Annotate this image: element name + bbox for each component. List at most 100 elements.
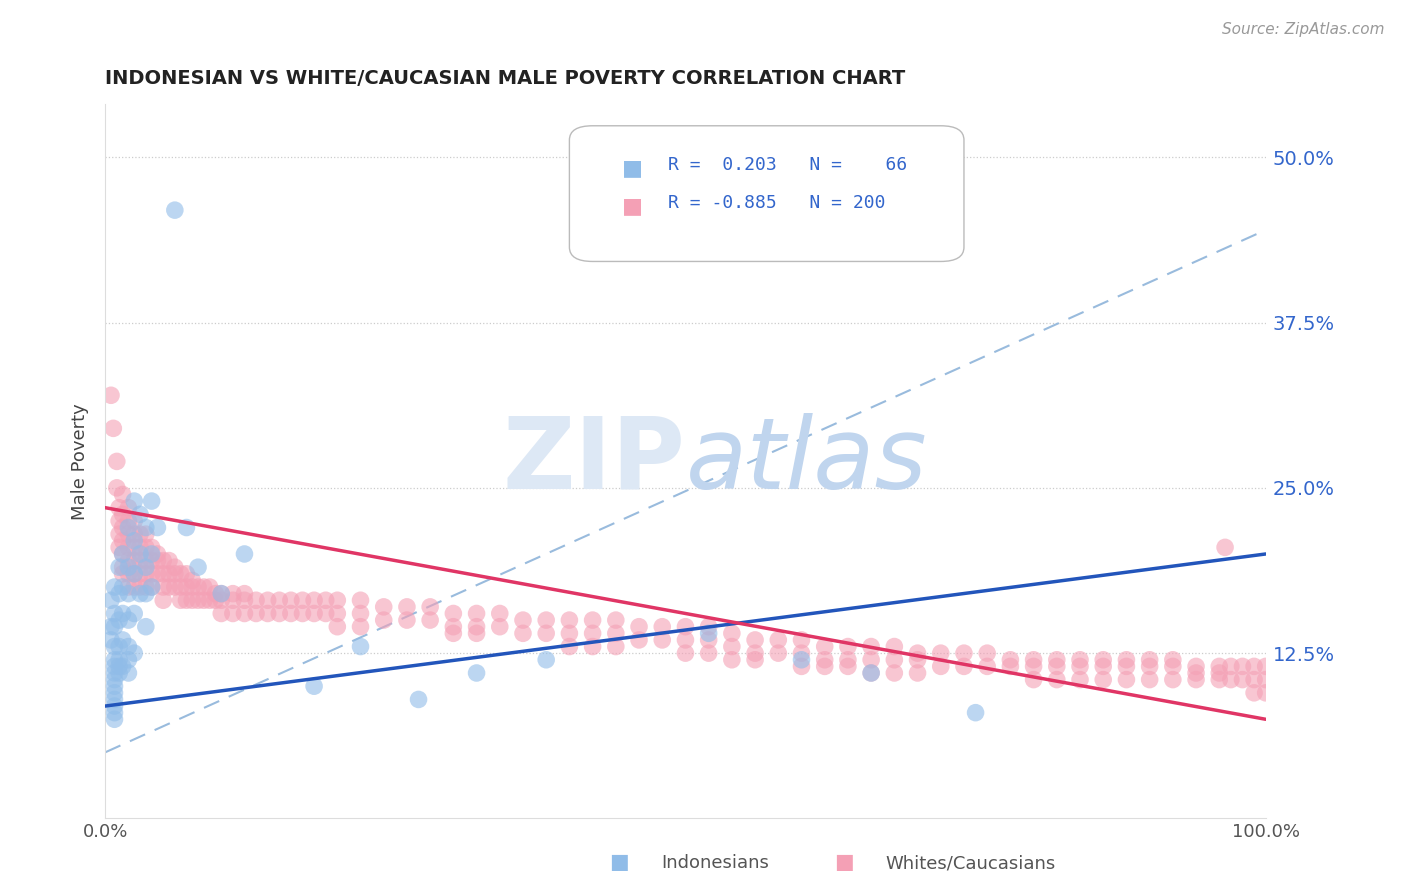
Point	[169, 566, 191, 581]
Point	[117, 520, 139, 534]
Point	[744, 653, 766, 667]
Point	[146, 553, 169, 567]
Point	[209, 593, 232, 607]
Point	[122, 580, 145, 594]
Point	[744, 646, 766, 660]
Point	[1243, 659, 1265, 673]
Point	[176, 580, 198, 594]
Point	[108, 527, 131, 541]
Point	[768, 632, 790, 647]
Point	[395, 599, 418, 614]
Point	[111, 547, 134, 561]
Point	[1243, 686, 1265, 700]
Point	[146, 520, 169, 534]
Point	[163, 203, 186, 218]
Point	[1046, 659, 1069, 673]
Point	[814, 659, 837, 673]
Point	[222, 607, 245, 621]
Point	[1185, 665, 1208, 680]
Point	[233, 593, 256, 607]
Point	[860, 665, 883, 680]
Point	[1022, 659, 1045, 673]
Point	[111, 547, 134, 561]
Point	[117, 553, 139, 567]
Point	[129, 541, 152, 555]
Point	[558, 613, 581, 627]
Point	[697, 646, 720, 660]
Point	[233, 607, 256, 621]
Point	[129, 547, 152, 561]
Point	[488, 607, 510, 621]
Point	[157, 553, 180, 567]
Point	[326, 620, 349, 634]
Point	[558, 626, 581, 640]
Point	[222, 587, 245, 601]
Point	[141, 566, 163, 581]
Point	[176, 566, 198, 581]
Point	[441, 626, 464, 640]
Point	[204, 593, 226, 607]
Text: ZIP: ZIP	[502, 413, 686, 510]
Point	[1139, 659, 1161, 673]
Point	[117, 541, 139, 555]
Point	[129, 553, 152, 567]
Point	[697, 620, 720, 634]
Point	[1046, 673, 1069, 687]
Point	[907, 653, 929, 667]
Point	[1022, 653, 1045, 667]
Point	[929, 659, 952, 673]
Point	[141, 580, 163, 594]
Point	[373, 613, 395, 627]
Point	[117, 527, 139, 541]
Point	[103, 659, 125, 673]
Point	[790, 653, 813, 667]
Point	[883, 653, 905, 667]
Point	[129, 587, 152, 601]
Point	[907, 665, 929, 680]
Point	[1069, 673, 1091, 687]
Point	[605, 626, 627, 640]
Point	[204, 587, 226, 601]
Point	[108, 659, 131, 673]
Point	[209, 607, 232, 621]
Point	[103, 653, 125, 667]
Point	[117, 580, 139, 594]
Point	[111, 580, 134, 594]
Point	[651, 632, 673, 647]
Point	[105, 454, 128, 468]
Point	[814, 653, 837, 667]
Point	[280, 593, 302, 607]
Point	[122, 514, 145, 528]
Text: ■: ■	[621, 195, 643, 216]
Point	[193, 580, 215, 594]
Point	[103, 679, 125, 693]
Point	[135, 620, 157, 634]
Point	[163, 560, 186, 574]
Point	[1254, 659, 1277, 673]
Point	[100, 388, 122, 402]
Point	[135, 527, 157, 541]
Point	[103, 620, 125, 634]
Point	[721, 640, 744, 654]
Y-axis label: Male Poverty: Male Poverty	[72, 403, 89, 520]
Point	[1115, 659, 1137, 673]
Point	[100, 620, 122, 634]
Point	[100, 593, 122, 607]
Point	[1115, 653, 1137, 667]
Text: Whites/Caucasians: Whites/Caucasians	[886, 855, 1056, 872]
Point	[181, 580, 204, 594]
Point	[395, 613, 418, 627]
Point	[245, 607, 267, 621]
Point	[108, 500, 131, 515]
Point	[169, 580, 191, 594]
Text: atlas: atlas	[686, 413, 927, 510]
Point	[326, 593, 349, 607]
Point	[117, 665, 139, 680]
Point	[1232, 673, 1254, 687]
Point	[1219, 673, 1241, 687]
Point	[790, 632, 813, 647]
Point	[181, 593, 204, 607]
Point	[1208, 665, 1230, 680]
Point	[929, 646, 952, 660]
Point	[108, 665, 131, 680]
